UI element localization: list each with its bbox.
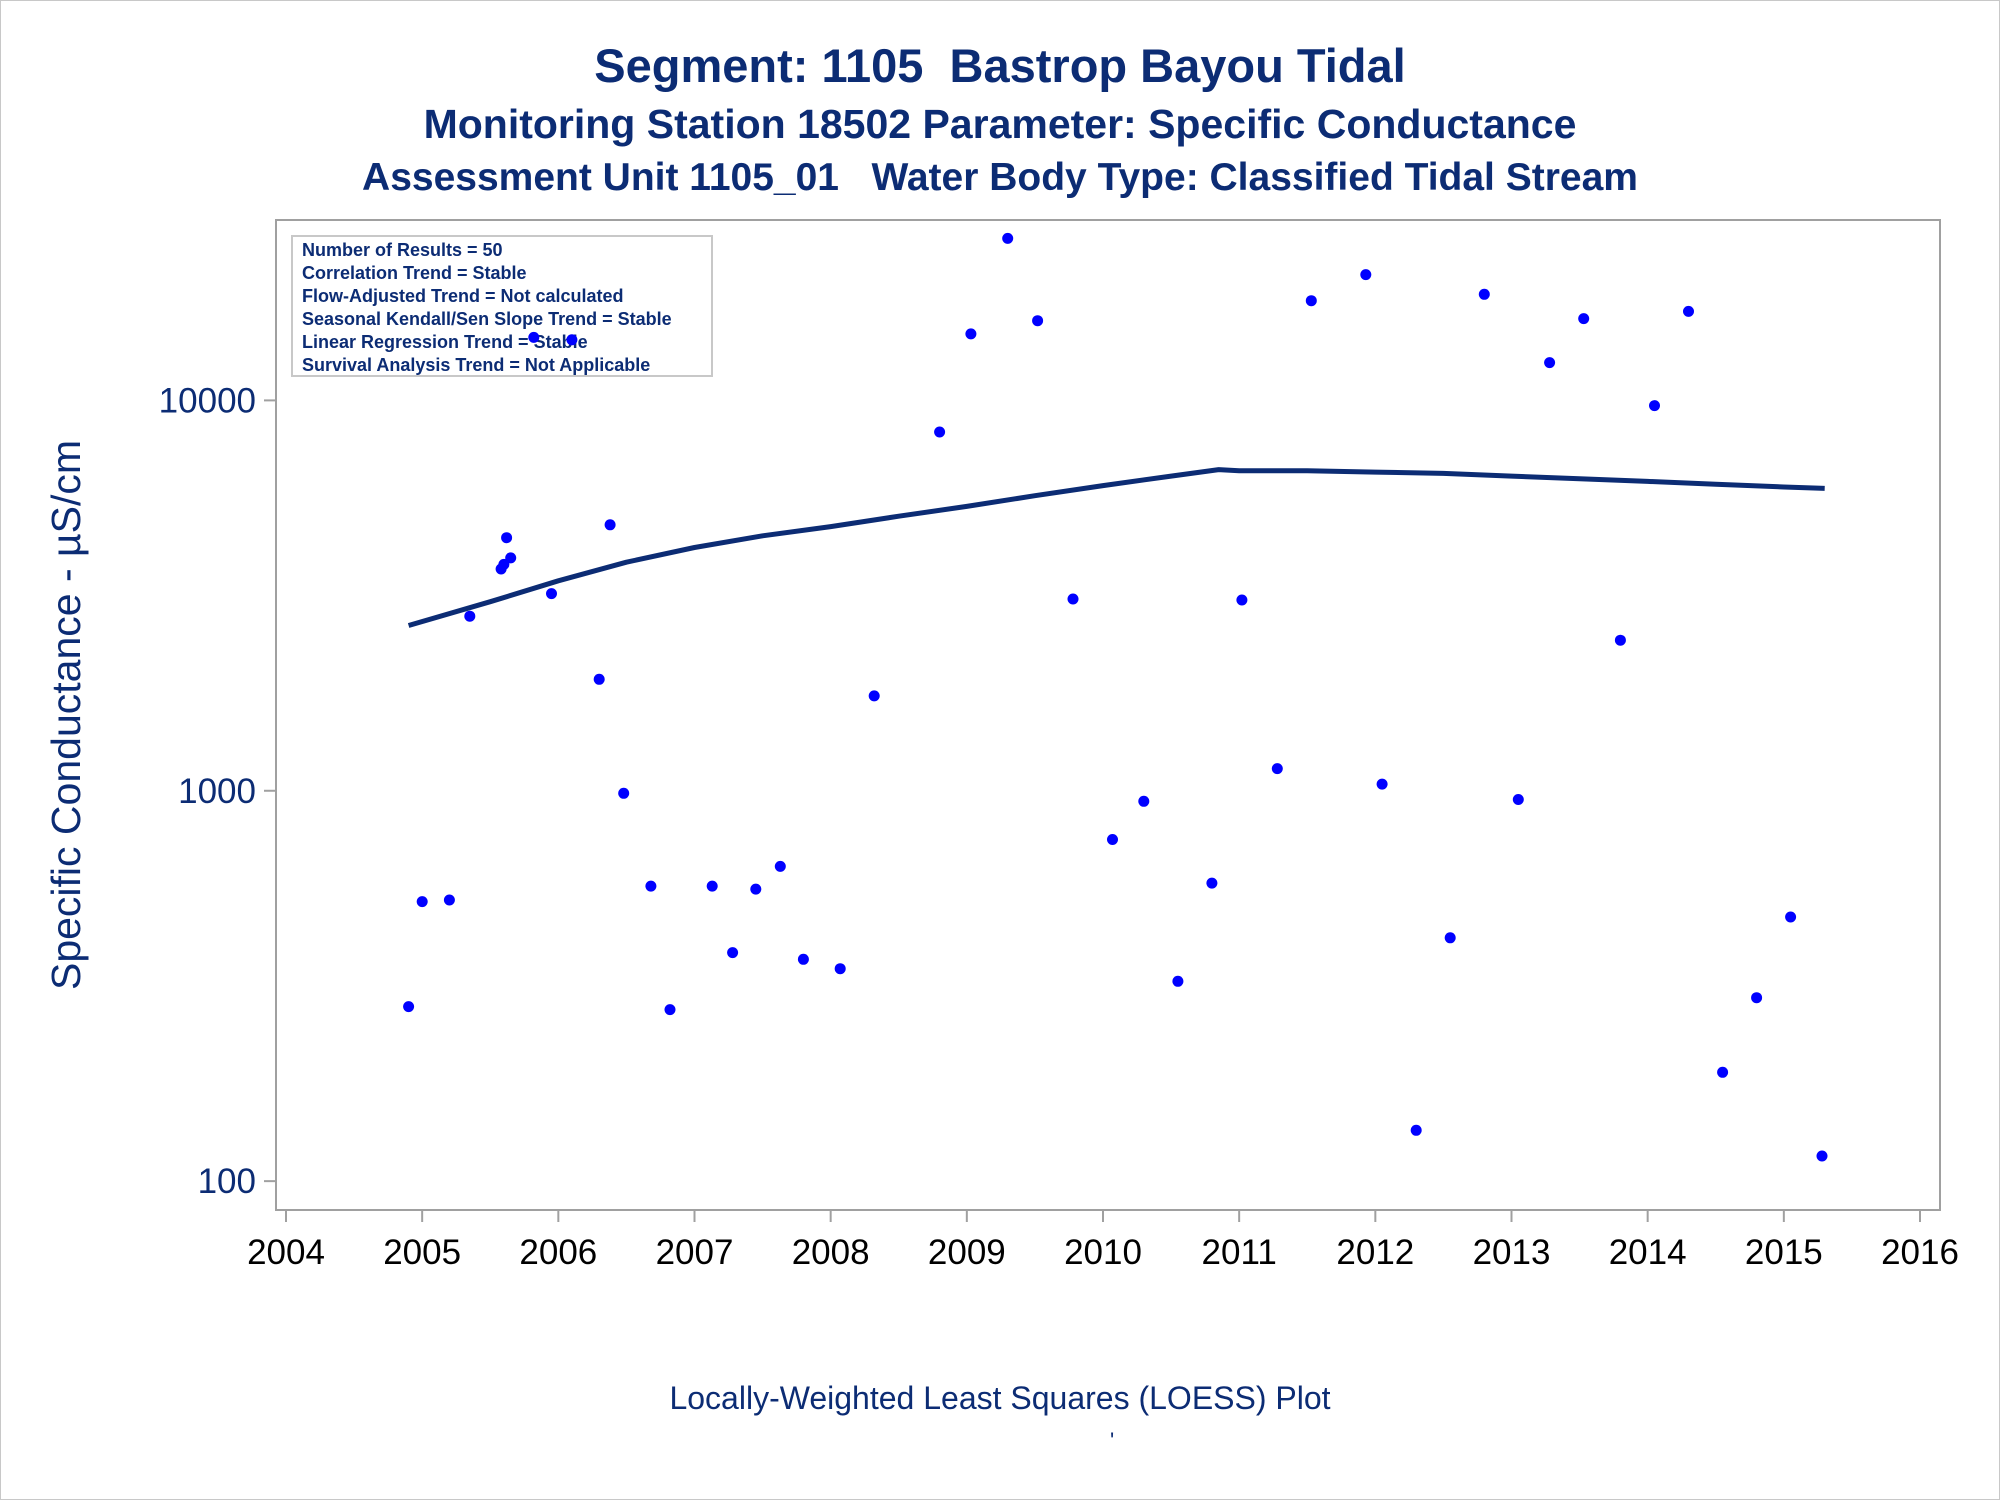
data-point-35 <box>1360 269 1372 281</box>
data-point-11 <box>593 673 605 685</box>
legend-line-seasonal-kendall: Seasonal Kendall/Sen Slope Trend = Stabl… <box>302 309 672 329</box>
data-point-37 <box>1410 1124 1422 1136</box>
data-point-29 <box>1138 795 1150 807</box>
x-tick-label-2012: 2012 <box>1336 1233 1414 1272</box>
data-point-20 <box>797 953 809 965</box>
data-point-23 <box>934 426 946 438</box>
x-tick-label-2008: 2008 <box>792 1233 870 1272</box>
data-point-17 <box>727 947 739 959</box>
data-point-14 <box>645 880 657 892</box>
y-axis-title: Specific Conductance - µS/cm <box>43 440 89 990</box>
x-tick-label-2005: 2005 <box>383 1233 461 1272</box>
legend-line-survival: Survival Analysis Trend = Not Applicable <box>302 355 650 375</box>
x-tick-label-2013: 2013 <box>1473 1233 1551 1272</box>
trend-legend: Number of Results = 50 Correlation Trend… <box>291 235 713 377</box>
legend-line-correlation: Correlation Trend = Stable <box>302 263 527 283</box>
data-point-24 <box>965 328 977 340</box>
x-tick-label-2015: 2015 <box>1745 1233 1823 1272</box>
data-point-0 <box>403 1001 415 1013</box>
y-axis: 100 1000 10000 <box>159 220 277 1210</box>
data-point-48 <box>1785 911 1797 923</box>
x-tick-label-2006: 2006 <box>519 1233 597 1272</box>
data-point-18 <box>750 883 762 895</box>
x-tick-label-2016: 2016 <box>1881 1233 1959 1272</box>
chart-subtitle-assessment: Assessment Unit 1105_01 Water Body Type:… <box>362 156 1638 199</box>
y-tick-label-1000: 1000 <box>178 772 256 811</box>
x-tick-label-2007: 2007 <box>656 1233 734 1272</box>
x-tick-label-2011: 2011 <box>1202 1233 1277 1272</box>
data-point-15 <box>664 1004 676 1016</box>
legend-line-results: Number of Results = 50 <box>302 240 503 260</box>
legend-line-linear-regression: Linear Regression Trend = Stable <box>302 332 588 352</box>
data-point-1 <box>416 896 428 908</box>
data-point-40 <box>1512 794 1524 805</box>
data-point-6 <box>501 532 513 544</box>
data-point-49 <box>1816 1150 1828 1162</box>
data-point-41 <box>1544 357 1556 369</box>
y-tick-label-100: 100 <box>198 1162 256 1201</box>
data-point-31 <box>1206 877 1218 889</box>
data-point-30 <box>1172 975 1184 987</box>
chart-subtitle-station: Monitoring Station 18502 Parameter: Spec… <box>423 101 1577 147</box>
data-point-34 <box>1305 295 1317 307</box>
data-point-47 <box>1751 992 1763 1004</box>
data-point-3 <box>464 610 476 622</box>
data-point-7 <box>505 552 517 564</box>
legend-line-flow-adjusted: Flow-Adjusted Trend = Not calculated <box>302 286 624 306</box>
data-point-13 <box>618 787 630 799</box>
data-point-22 <box>868 690 880 702</box>
data-point-42 <box>1578 313 1590 325</box>
data-point-8 <box>528 331 540 343</box>
data-point-26 <box>1032 315 1044 327</box>
data-point-36 <box>1376 778 1388 790</box>
legend-border <box>291 235 713 377</box>
x-tick-label-2009: 2009 <box>928 1233 1006 1272</box>
data-point-33 <box>1271 763 1283 775</box>
y-tick-label-10000: 10000 <box>159 381 256 420</box>
data-point-45 <box>1683 305 1694 317</box>
data-point-28 <box>1107 834 1118 845</box>
x-tick-label-2004: 2004 <box>247 1233 325 1272</box>
loess-trend-line <box>407 467 1825 628</box>
data-point-38 <box>1444 932 1456 944</box>
data-points <box>403 232 1828 1162</box>
data-point-2 <box>443 894 455 906</box>
data-point-43 <box>1614 634 1626 646</box>
data-point-5 <box>498 558 510 570</box>
data-point-46 <box>1717 1066 1729 1078</box>
data-point-19 <box>774 860 786 872</box>
x-tick-label-2014: 2014 <box>1609 1233 1687 1272</box>
x-tick-label-2010: 2010 <box>1064 1233 1142 1272</box>
data-point-27 <box>1067 593 1079 605</box>
plot-footnote: Locally-Weighted Least Squares (LOESS) P… <box>669 1380 1331 1416</box>
x-axis: 2004 2005 2006 2007 2008 2009 2010 2011 2012 2013… <box>247 1209 1959 1272</box>
data-point-21 <box>834 963 846 975</box>
data-point-25 <box>1002 232 1014 244</box>
chart-title: Segment: 1105 Bastrop Bayou Tidal <box>594 39 1406 92</box>
data-point-10 <box>566 334 578 346</box>
data-point-32 <box>1236 594 1248 606</box>
data-point-39 <box>1478 288 1490 300</box>
data-point-16 <box>706 880 718 892</box>
data-point-44 <box>1649 400 1660 412</box>
footnote-mark: ' <box>1110 1428 1115 1453</box>
data-point-12 <box>604 519 616 531</box>
data-point-9 <box>546 588 557 600</box>
